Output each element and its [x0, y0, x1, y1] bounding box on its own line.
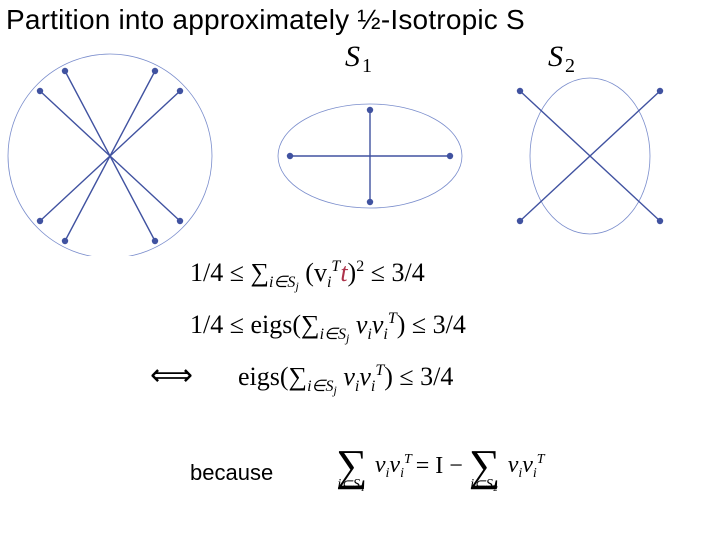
sum-v4-sub: i	[533, 466, 537, 481]
eq3-v2sub: i	[371, 378, 375, 395]
eq2-sumsub: i∈Sj	[320, 326, 350, 343]
eq1-lhs: 1/4 ≤	[190, 258, 251, 287]
sum-v4: v	[522, 452, 533, 478]
sum-body-2: viviT	[502, 452, 545, 478]
eq2-v2sub: i	[383, 326, 387, 343]
eq3-v1: v	[337, 362, 355, 391]
sum-eq-mid: = I −	[416, 453, 469, 479]
equation-3: eigs(∑i∈Sj viviT) ≤ 3/4	[238, 362, 453, 398]
eq3-v2: v	[359, 362, 371, 391]
eq1-T: T	[331, 258, 340, 275]
sum-v2-T: T	[404, 452, 412, 467]
iff-symbol: ⟺	[150, 358, 193, 393]
eq2-v1: v	[349, 310, 367, 339]
eq3-sumsub: i∈Sj	[307, 378, 337, 395]
eq3-rhs: ) ≤ 3/4	[384, 362, 453, 391]
eq3-T: T	[375, 362, 384, 379]
slide: Partition into approximately ½-Isotropic…	[0, 0, 720, 540]
equation-2: 1/4 ≤ eigs(∑i∈Sj viviT) ≤ 3/4	[190, 310, 466, 346]
lines-group	[520, 91, 660, 221]
eq3-lhs: eigs(	[238, 362, 289, 391]
sum-v1: v	[375, 452, 386, 478]
sum-equation: ∑i⊂S₁ viviT = I − ∑i⊂S₂ viviT	[336, 440, 545, 493]
sigma-icon: ∑	[301, 310, 320, 339]
eq1-vi-sub: i	[327, 274, 331, 291]
sum-limits-2: i⊂S₂	[470, 476, 498, 493]
sigma-icon: ∑	[251, 258, 270, 287]
diagram-s2-svg	[0, 26, 700, 256]
eq2-sumsub-txt: i∈S	[320, 326, 346, 343]
eq2-lhs: 1/4 ≤ eigs(	[190, 310, 301, 339]
sum-body-1: viviT	[369, 452, 412, 478]
sum-v4-T: T	[537, 452, 545, 467]
diagram-s2	[0, 26, 700, 261]
eq1-open: (v	[299, 258, 327, 287]
eq1-close: )	[348, 258, 357, 287]
eq1-sumsub: i∈Sj	[269, 274, 299, 291]
sum-v3: v	[508, 452, 519, 478]
sum-v2-sub: i	[400, 466, 404, 481]
sum-v2: v	[389, 452, 400, 478]
because-label: because	[190, 460, 273, 486]
eq3-sumsub-txt: i∈S	[307, 378, 333, 395]
equation-1: 1/4 ≤ ∑i∈Sj (viTt)2 ≤ 3/4	[190, 258, 425, 294]
eq2-rhs: ) ≤ 3/4	[397, 310, 466, 339]
sum-limits-1: i⊂S₁	[337, 476, 365, 493]
eq1-sumsub-txt: i∈S	[269, 274, 295, 291]
eq2-v2: v	[372, 310, 384, 339]
eq2-T: T	[388, 310, 397, 327]
sigma-icon: ∑	[289, 362, 308, 391]
eq1-rhs: ≤ 3/4	[364, 258, 425, 287]
eq1-t: t	[340, 258, 347, 287]
